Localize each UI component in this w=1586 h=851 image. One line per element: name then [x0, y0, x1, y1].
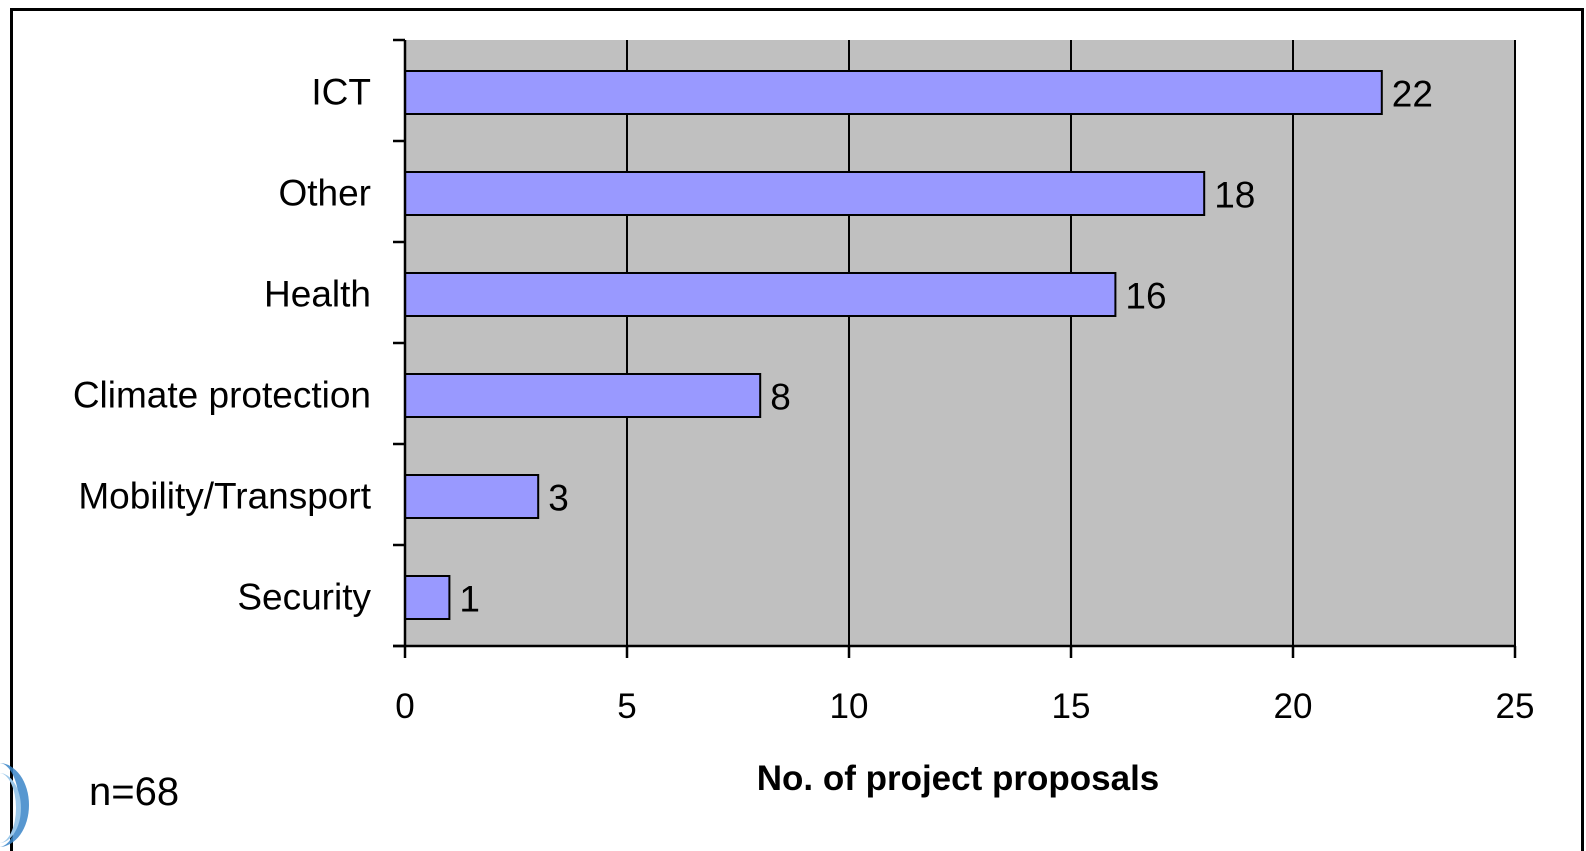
- x-axis-title: No. of project proposals: [757, 759, 1160, 798]
- data-label: 16: [1125, 276, 1166, 317]
- logo-swoosh-inner-icon: [0, 773, 21, 843]
- data-label: 22: [1392, 74, 1433, 115]
- bar-health: [404, 272, 1117, 317]
- logo-swoosh-icon: [0, 763, 29, 847]
- gridlines: [626, 40, 1516, 646]
- category-label: Climate protection: [73, 375, 371, 416]
- bar-mobility-transport: [404, 474, 540, 519]
- data-label: 8: [770, 377, 791, 418]
- bar-security: [404, 575, 451, 620]
- category-label: Other: [278, 173, 371, 214]
- category-label: ICT: [311, 72, 371, 113]
- bar-ict: [404, 70, 1383, 115]
- x-tick-label: 25: [1496, 687, 1535, 726]
- bar-climate-protection: [404, 373, 762, 418]
- category-label: Security: [237, 577, 371, 618]
- category-label: Health: [264, 274, 371, 315]
- bar-other: [404, 171, 1206, 216]
- data-label: 18: [1214, 175, 1255, 216]
- x-tick-label: 5: [617, 687, 636, 726]
- category-label: Mobility/Transport: [78, 476, 371, 517]
- sample-size-note: n=68: [89, 770, 180, 814]
- data-label: 3: [548, 478, 569, 519]
- x-tick-label: 20: [1274, 687, 1313, 726]
- data-label: 1: [459, 579, 480, 620]
- bars: [404, 70, 1383, 620]
- axes: [393, 38, 1517, 658]
- x-tick-label: 0: [395, 687, 414, 726]
- x-tick-label: 15: [1052, 687, 1091, 726]
- plot-area: [405, 40, 1515, 646]
- x-tick-label: 10: [830, 687, 869, 726]
